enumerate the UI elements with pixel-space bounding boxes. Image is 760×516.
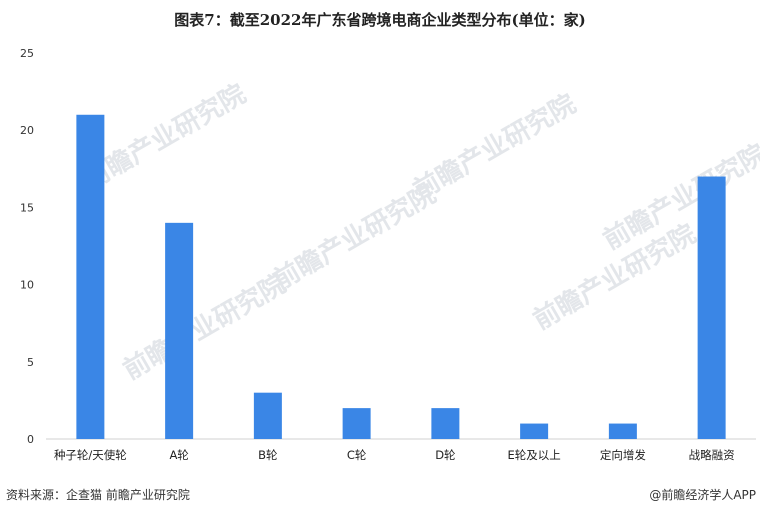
bar [253,392,282,439]
x-tick-label: C轮 [347,448,367,462]
x-tick-label: A轮 [169,448,189,462]
watermark: 前瞻产业研究院 [118,268,291,386]
y-tick-label: 0 [27,433,34,446]
bar [342,408,371,439]
bar [431,408,460,439]
x-tick-label: 定向增发 [600,448,646,462]
bar [76,114,105,439]
watermark: 前瞻产业研究院 [408,88,581,206]
watermark: 前瞻产业研究院 [268,178,441,296]
bar [608,423,637,439]
bar [520,423,549,439]
x-tick-label: 种子轮/天使轮 [54,448,127,462]
x-tick-label: 战略融资 [689,448,735,462]
x-tick-label: E轮及以上 [507,448,560,462]
credit-note: @前瞻经济学人APP [649,487,756,502]
x-tick-label: D轮 [435,448,456,462]
source-note: 资料来源：企查猫 前瞻产业研究院 [6,487,190,502]
x-tick-label: B轮 [258,448,278,462]
y-tick-label: 20 [20,124,34,137]
bar [697,176,726,439]
y-tick-label: 25 [20,47,34,60]
bar [165,222,194,439]
chart-title: 图表7：截至2022年广东省跨境电商企业类型分布(单位：家) [174,11,585,29]
y-tick-label: 15 [20,201,34,214]
y-tick-label: 5 [27,356,34,369]
y-tick-label: 10 [20,279,34,292]
